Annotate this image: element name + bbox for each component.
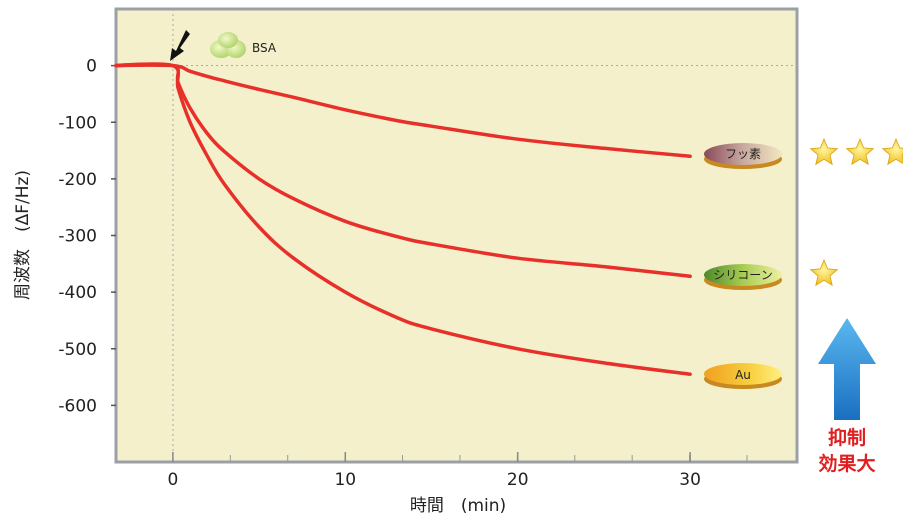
y-tick-label: -500: [58, 340, 97, 360]
y-tick-label: 0: [86, 57, 97, 77]
y-tick-label: -100: [58, 113, 97, 133]
y-axis: 0 -100 -200 -300 -400 -500 -600: [58, 57, 116, 416]
effect-annotation-line: 効果大: [818, 452, 875, 475]
y-tick-label: -400: [58, 283, 97, 303]
effect-annotation-line: 抑制: [828, 426, 866, 449]
effect-annotation: 抑制効果大: [818, 426, 875, 475]
star-icon: [809, 137, 839, 166]
star-icon: [881, 137, 903, 166]
x-tick-label: 10: [334, 470, 356, 490]
series-label-silicone: シリコーン: [713, 268, 772, 282]
star-icon: [845, 137, 875, 166]
y-tick-label: -300: [58, 227, 97, 247]
badge-au: Au: [704, 363, 782, 389]
bsa-label: BSA: [252, 41, 277, 55]
x-axis-title: 時間 (min): [410, 496, 506, 516]
y-tick-label: -600: [58, 396, 97, 416]
bsa-protein-icon: [210, 32, 246, 58]
series-line-1: [114, 62, 692, 279]
injection-arrow-icon: [170, 30, 190, 61]
y-tick-label: -200: [58, 170, 97, 190]
series-label-au: Au: [735, 368, 751, 382]
x-tick-label: 0: [167, 470, 178, 490]
series-line-0: [114, 63, 692, 158]
badge-silicone: シリコーン: [704, 264, 782, 290]
x-tick-label: 30: [679, 470, 701, 490]
star-icon: [809, 258, 839, 287]
badge-fluorine: フッ素: [704, 143, 782, 169]
plot-area: [114, 7, 799, 464]
series-label-fluorine: フッ素: [725, 147, 761, 161]
x-axis: 0 10 20 30: [167, 452, 748, 490]
up-arrow-icon: [818, 318, 876, 420]
series-line-2: [114, 62, 692, 376]
series-lines: [114, 62, 692, 376]
y-axis-title: 周波数 (ΔF/Hz): [13, 170, 33, 300]
rating-stars: [809, 137, 903, 287]
x-tick-label: 20: [507, 470, 529, 490]
